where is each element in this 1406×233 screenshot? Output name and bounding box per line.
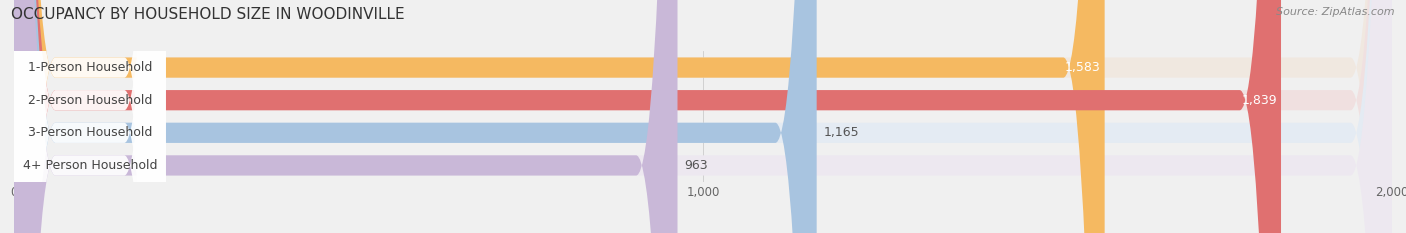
FancyBboxPatch shape xyxy=(14,0,166,233)
Text: 1,165: 1,165 xyxy=(824,126,859,139)
FancyBboxPatch shape xyxy=(14,0,1392,233)
FancyBboxPatch shape xyxy=(14,0,1105,233)
Text: 3-Person Household: 3-Person Household xyxy=(28,126,152,139)
FancyBboxPatch shape xyxy=(14,0,166,233)
FancyBboxPatch shape xyxy=(14,0,1392,233)
FancyBboxPatch shape xyxy=(14,0,166,233)
FancyBboxPatch shape xyxy=(14,0,1281,233)
FancyBboxPatch shape xyxy=(14,0,1392,233)
FancyBboxPatch shape xyxy=(14,0,678,233)
FancyBboxPatch shape xyxy=(14,0,1392,233)
Text: 1-Person Household: 1-Person Household xyxy=(28,61,152,74)
Text: 1,839: 1,839 xyxy=(1241,94,1277,107)
Text: OCCUPANCY BY HOUSEHOLD SIZE IN WOODINVILLE: OCCUPANCY BY HOUSEHOLD SIZE IN WOODINVIL… xyxy=(11,7,405,22)
Text: 963: 963 xyxy=(685,159,709,172)
Text: 1,583: 1,583 xyxy=(1064,61,1101,74)
Text: 4+ Person Household: 4+ Person Household xyxy=(22,159,157,172)
FancyBboxPatch shape xyxy=(14,0,817,233)
Text: 2-Person Household: 2-Person Household xyxy=(28,94,152,107)
FancyBboxPatch shape xyxy=(14,0,166,233)
Text: Source: ZipAtlas.com: Source: ZipAtlas.com xyxy=(1277,7,1395,17)
